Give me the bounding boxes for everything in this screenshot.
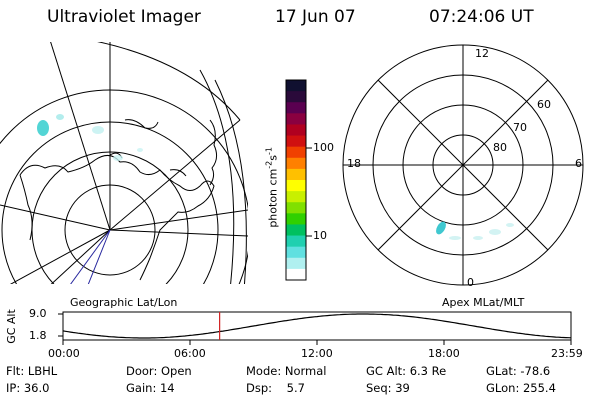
geographic-map <box>0 42 248 284</box>
mlt-label-12: 12 <box>475 47 489 60</box>
colorbar-label-10: 10 <box>313 229 327 242</box>
colorbar-segment <box>286 257 306 270</box>
status-glat: GLat: -78.6 <box>486 364 551 378</box>
altitude-xtick-0000: 00:00 <box>48 347 80 360</box>
date-label: 17 Jun 07 <box>275 7 356 27</box>
colorbar-segment <box>286 191 306 203</box>
colorbar-segment <box>286 180 306 192</box>
colorbar-segment <box>286 102 306 114</box>
altitude-xtick-2359: 23:59 <box>551 347 583 360</box>
status-gain: Gain: 14 <box>126 381 175 395</box>
colorbar-frame <box>285 79 307 281</box>
colorbar-segment <box>286 235 306 248</box>
mlt-label-0: 0 <box>467 276 474 289</box>
colorbar <box>286 80 306 281</box>
colorbar-segment <box>286 268 306 281</box>
status-door: Door: Open <box>126 364 192 378</box>
colorbar-segment <box>286 246 306 259</box>
apex-polar-grid <box>342 44 584 286</box>
colorbar-segment <box>286 113 306 125</box>
status-gc-alt: GC Alt: 6.3 Re <box>366 364 447 378</box>
colorbar-label-100: 100 <box>313 141 334 154</box>
colorbar-segment <box>286 91 306 103</box>
mlt-label-6: 6 <box>575 157 582 170</box>
status-filter: Flt: LBHL <box>6 364 58 378</box>
altitude-ytick-1-8: 1.8 <box>29 329 47 342</box>
instrument-title: Ultraviolet Imager <box>47 7 201 27</box>
altitude-plot-ticks <box>58 312 572 345</box>
colorbar-segment <box>286 213 306 225</box>
colorbar-segment <box>286 224 306 237</box>
colorbar-segment <box>286 157 306 170</box>
aurora-patches-left <box>37 114 143 161</box>
mlat-label-70: 70 <box>513 121 527 134</box>
colorbar-segment <box>286 168 306 181</box>
colorbar-segment <box>286 124 306 137</box>
altitude-curve <box>63 313 571 339</box>
aurora-patches-right <box>436 221 514 240</box>
colorbar-unit-label: photon cm-2s-1 <box>264 147 280 228</box>
time-label: 07:24:06 UT <box>429 7 534 27</box>
status-ip: IP: 36.0 <box>6 381 50 395</box>
status-mode: Mode: Normal <box>246 364 327 378</box>
colorbar-segment <box>286 135 306 148</box>
colorbar-segment <box>286 202 306 214</box>
status-seq: Seq: 39 <box>366 381 410 395</box>
altitude-xtick-0600: 06:00 <box>174 347 206 360</box>
altitude-ytick-9: 9.0 <box>29 307 47 320</box>
colorbar-segment <box>286 80 306 92</box>
altitude-xtick-1200: 12:00 <box>301 347 333 360</box>
altitude-axis-label: GC Alt <box>4 309 18 344</box>
colorbar-segment <box>286 146 306 159</box>
apex-map-label: Apex MLat/MLT <box>442 296 525 309</box>
status-dsp: Dsp: 5.7 <box>246 381 305 395</box>
mlt-label-18: 18 <box>347 157 361 170</box>
geographic-map-label: Geographic Lat/Lon <box>70 296 178 309</box>
mlat-label-80: 80 <box>493 141 507 154</box>
status-glon: GLon: 255.4 <box>486 381 556 395</box>
mlat-label-60: 60 <box>537 98 551 111</box>
altitude-xtick-1800: 18:00 <box>428 347 460 360</box>
